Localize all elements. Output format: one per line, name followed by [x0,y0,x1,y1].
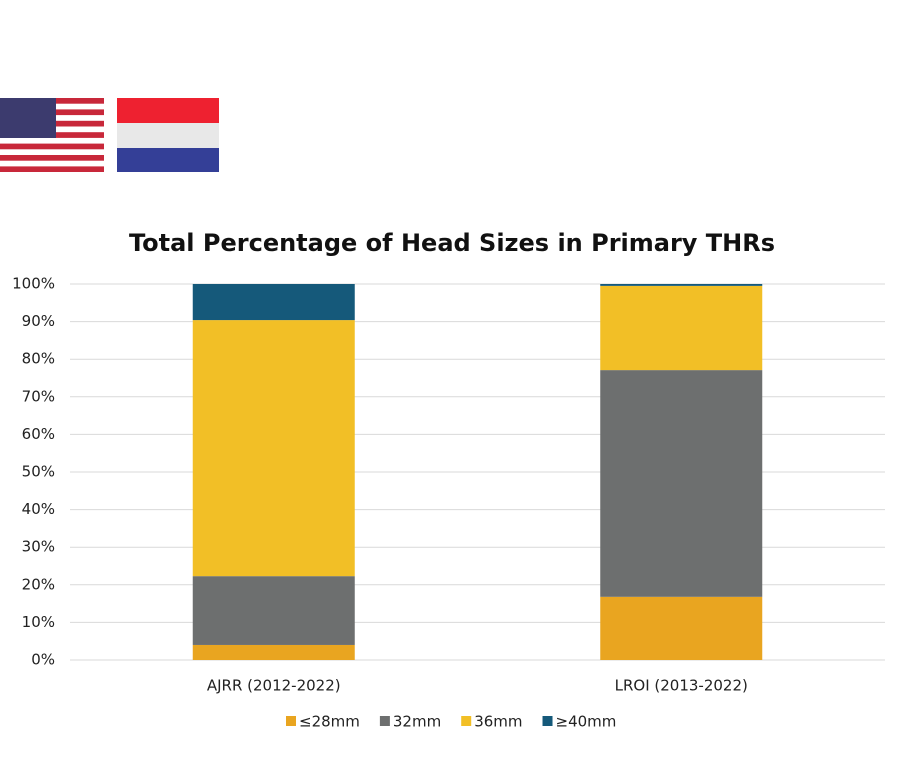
legend-swatch [286,716,296,726]
y-tick-label: 10% [22,613,55,631]
y-tick-label: 20% [22,575,55,593]
legend-label: 36mm [474,713,522,731]
bar-segment [600,370,763,597]
bar-segment [192,284,355,321]
legend-swatch [379,716,390,726]
y-tick-label: 100% [12,275,55,293]
legend-label: 32mm [393,713,441,731]
nl-flag [117,98,219,172]
legend-swatch [461,716,472,726]
legend-label: ≥40mm [556,713,617,731]
chart-title: Total Percentage of Head Sizes in Primar… [129,229,775,257]
bar-segment [192,644,355,660]
x-tick-label: LROI (2013-2022) [615,677,748,695]
legend-swatch [542,716,553,726]
y-tick-label: 60% [22,425,55,443]
bar-segment [192,576,355,645]
bar-segment [600,284,763,286]
x-tick-label: AJRR (2012-2022) [207,677,341,695]
y-tick-label: 90% [22,312,55,330]
y-tick-label: 80% [22,350,55,368]
legend-label: ≤28mm [299,713,360,731]
y-tick-label: 40% [22,500,55,518]
y-tick-label: 0% [31,651,55,669]
bar-segment [600,596,763,660]
bar-segment [600,285,763,371]
y-tick-label: 50% [22,463,55,481]
bar-segment [192,320,355,577]
y-tick-label: 70% [22,387,55,405]
us-flag [0,98,104,172]
y-tick-label: 30% [22,538,55,556]
